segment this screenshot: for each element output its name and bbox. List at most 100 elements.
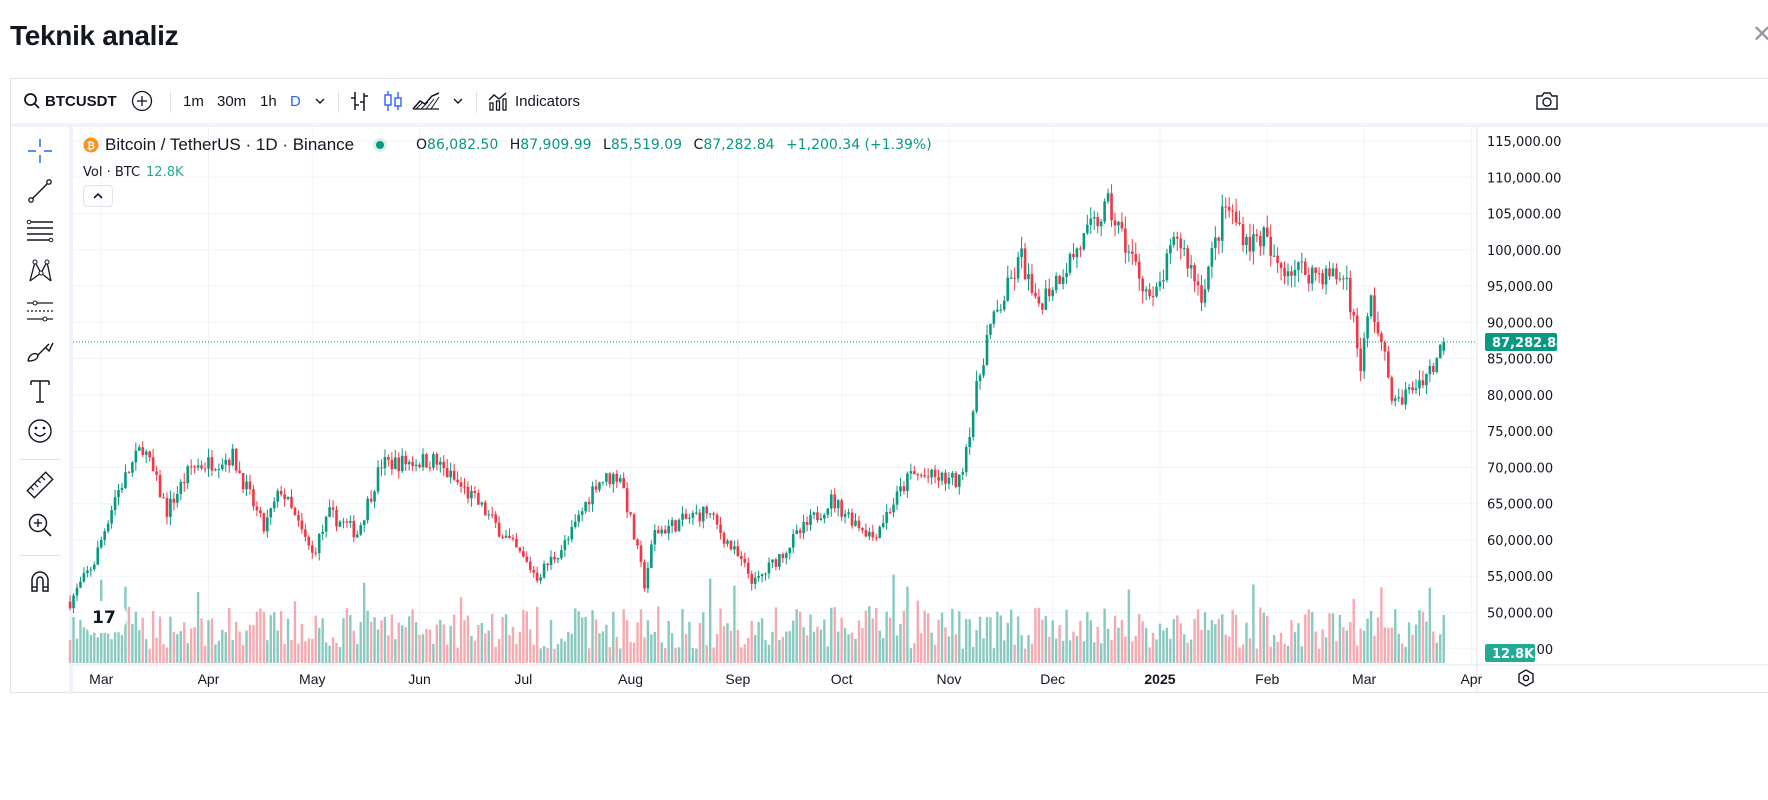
candle-body (729, 540, 733, 550)
candle-body (1227, 206, 1231, 211)
interval-30m[interactable]: 30m (217, 92, 247, 110)
symbol-search-button[interactable]: BTCUSDT (23, 79, 117, 123)
volume-bar (1134, 635, 1137, 663)
crosshair-tool[interactable] (21, 135, 59, 171)
candle-body (252, 489, 255, 507)
volume-bar (1439, 634, 1442, 663)
collapse-legend-button[interactable] (83, 185, 113, 207)
candle-body (1387, 351, 1390, 378)
candle-body (186, 466, 190, 484)
candle-body (227, 459, 231, 466)
candle-body (286, 496, 290, 500)
interval-dropdown[interactable] (313, 79, 327, 123)
volume-bar (504, 614, 508, 663)
volume-bar (1362, 630, 1366, 663)
volume-bar (535, 606, 539, 663)
zoom-tool[interactable] (21, 509, 59, 545)
volume-bar (1093, 642, 1096, 663)
fib-retracement-tool[interactable] (21, 215, 59, 251)
indicators-button[interactable]: Indicators (487, 79, 580, 123)
volume-bar (404, 627, 407, 663)
chart-settings-button[interactable] (1517, 669, 1535, 692)
candle-body (1397, 397, 1401, 399)
candle-body (560, 550, 563, 559)
candle-body (1023, 248, 1027, 280)
interval-d[interactable]: D (290, 92, 301, 110)
candle-body (1165, 253, 1169, 281)
candle-body (1086, 224, 1089, 234)
interval-1m[interactable]: 1m (183, 92, 204, 110)
candle-body (639, 545, 643, 562)
volume-bar (830, 607, 833, 663)
candle-body (1366, 316, 1369, 339)
candle-body (622, 478, 625, 489)
market-status-icon[interactable] (372, 137, 388, 153)
volume-bar (286, 618, 290, 663)
volume-bar (397, 622, 400, 663)
volume-bar (1259, 607, 1262, 663)
volume-bar (155, 637, 158, 663)
close-icon[interactable]: ✕ (1752, 24, 1768, 46)
candles-style-button[interactable] (383, 79, 403, 123)
volume-bar (1016, 616, 1020, 663)
candle-body (660, 529, 664, 534)
time-tick-label: Dec (1040, 671, 1065, 687)
volume-bar (778, 640, 781, 663)
volume-bar (342, 618, 345, 663)
candle-body (82, 572, 86, 582)
volume-bar (1252, 584, 1255, 663)
interval-1h[interactable]: 1h (260, 92, 277, 110)
area-style-button[interactable] (412, 79, 440, 123)
time-tick-label: Aug (618, 671, 643, 687)
magnet-tool[interactable] (21, 565, 59, 601)
ruler-tool[interactable] (21, 469, 59, 505)
candle-body (176, 493, 179, 503)
volume-bar (944, 627, 947, 663)
chart-type-dropdown[interactable] (451, 79, 465, 123)
volume-bar (556, 643, 560, 663)
candle-body (598, 482, 601, 490)
candle-body (632, 514, 636, 540)
candle-body (345, 521, 349, 523)
candle-body (1002, 300, 1006, 310)
candle-body (573, 521, 577, 527)
candle-body (940, 472, 944, 481)
volume-bar (1266, 615, 1269, 663)
volume-bar (1003, 640, 1006, 663)
candle-body (1418, 380, 1421, 389)
candle-body (522, 551, 525, 557)
trend-line-tool[interactable] (21, 175, 59, 211)
candle-body (110, 510, 113, 524)
bar-style-button[interactable] (350, 79, 370, 123)
brush-tool[interactable] (21, 335, 59, 371)
price-chart[interactable]: 115,000.00 110,000.00 105,000.00 100,000.00… (11, 79, 1768, 694)
volume-bar (162, 644, 165, 663)
pattern-tool[interactable] (21, 255, 59, 291)
volume-bar (881, 638, 885, 663)
screenshot-button[interactable] (1535, 79, 1559, 123)
volume-bar (708, 578, 712, 663)
candle-body (518, 547, 522, 552)
tradingview-logo[interactable]: 17 (79, 599, 129, 635)
candle-body (400, 455, 404, 472)
smiley-icon (26, 417, 54, 450)
volume-bar (189, 628, 193, 663)
volume-bar (1183, 634, 1186, 663)
compare-symbol-button[interactable] (131, 79, 153, 123)
text-tool[interactable] (21, 375, 59, 411)
candle-body (480, 502, 484, 505)
volume-bar (266, 640, 269, 663)
volume-bar (522, 609, 525, 663)
candle-body (1231, 210, 1234, 212)
crosshair-icon (26, 137, 54, 170)
candle-body (331, 507, 335, 510)
candle-body (1435, 358, 1439, 372)
volume-bar (712, 647, 715, 663)
icons-tool[interactable] (21, 415, 59, 451)
candle-body (411, 461, 414, 467)
volume-bar (705, 645, 708, 663)
volume-bar (1286, 645, 1290, 663)
forecasting-tool[interactable] (21, 295, 59, 331)
volume-bar (1144, 628, 1148, 663)
volume-bar (1224, 634, 1227, 663)
